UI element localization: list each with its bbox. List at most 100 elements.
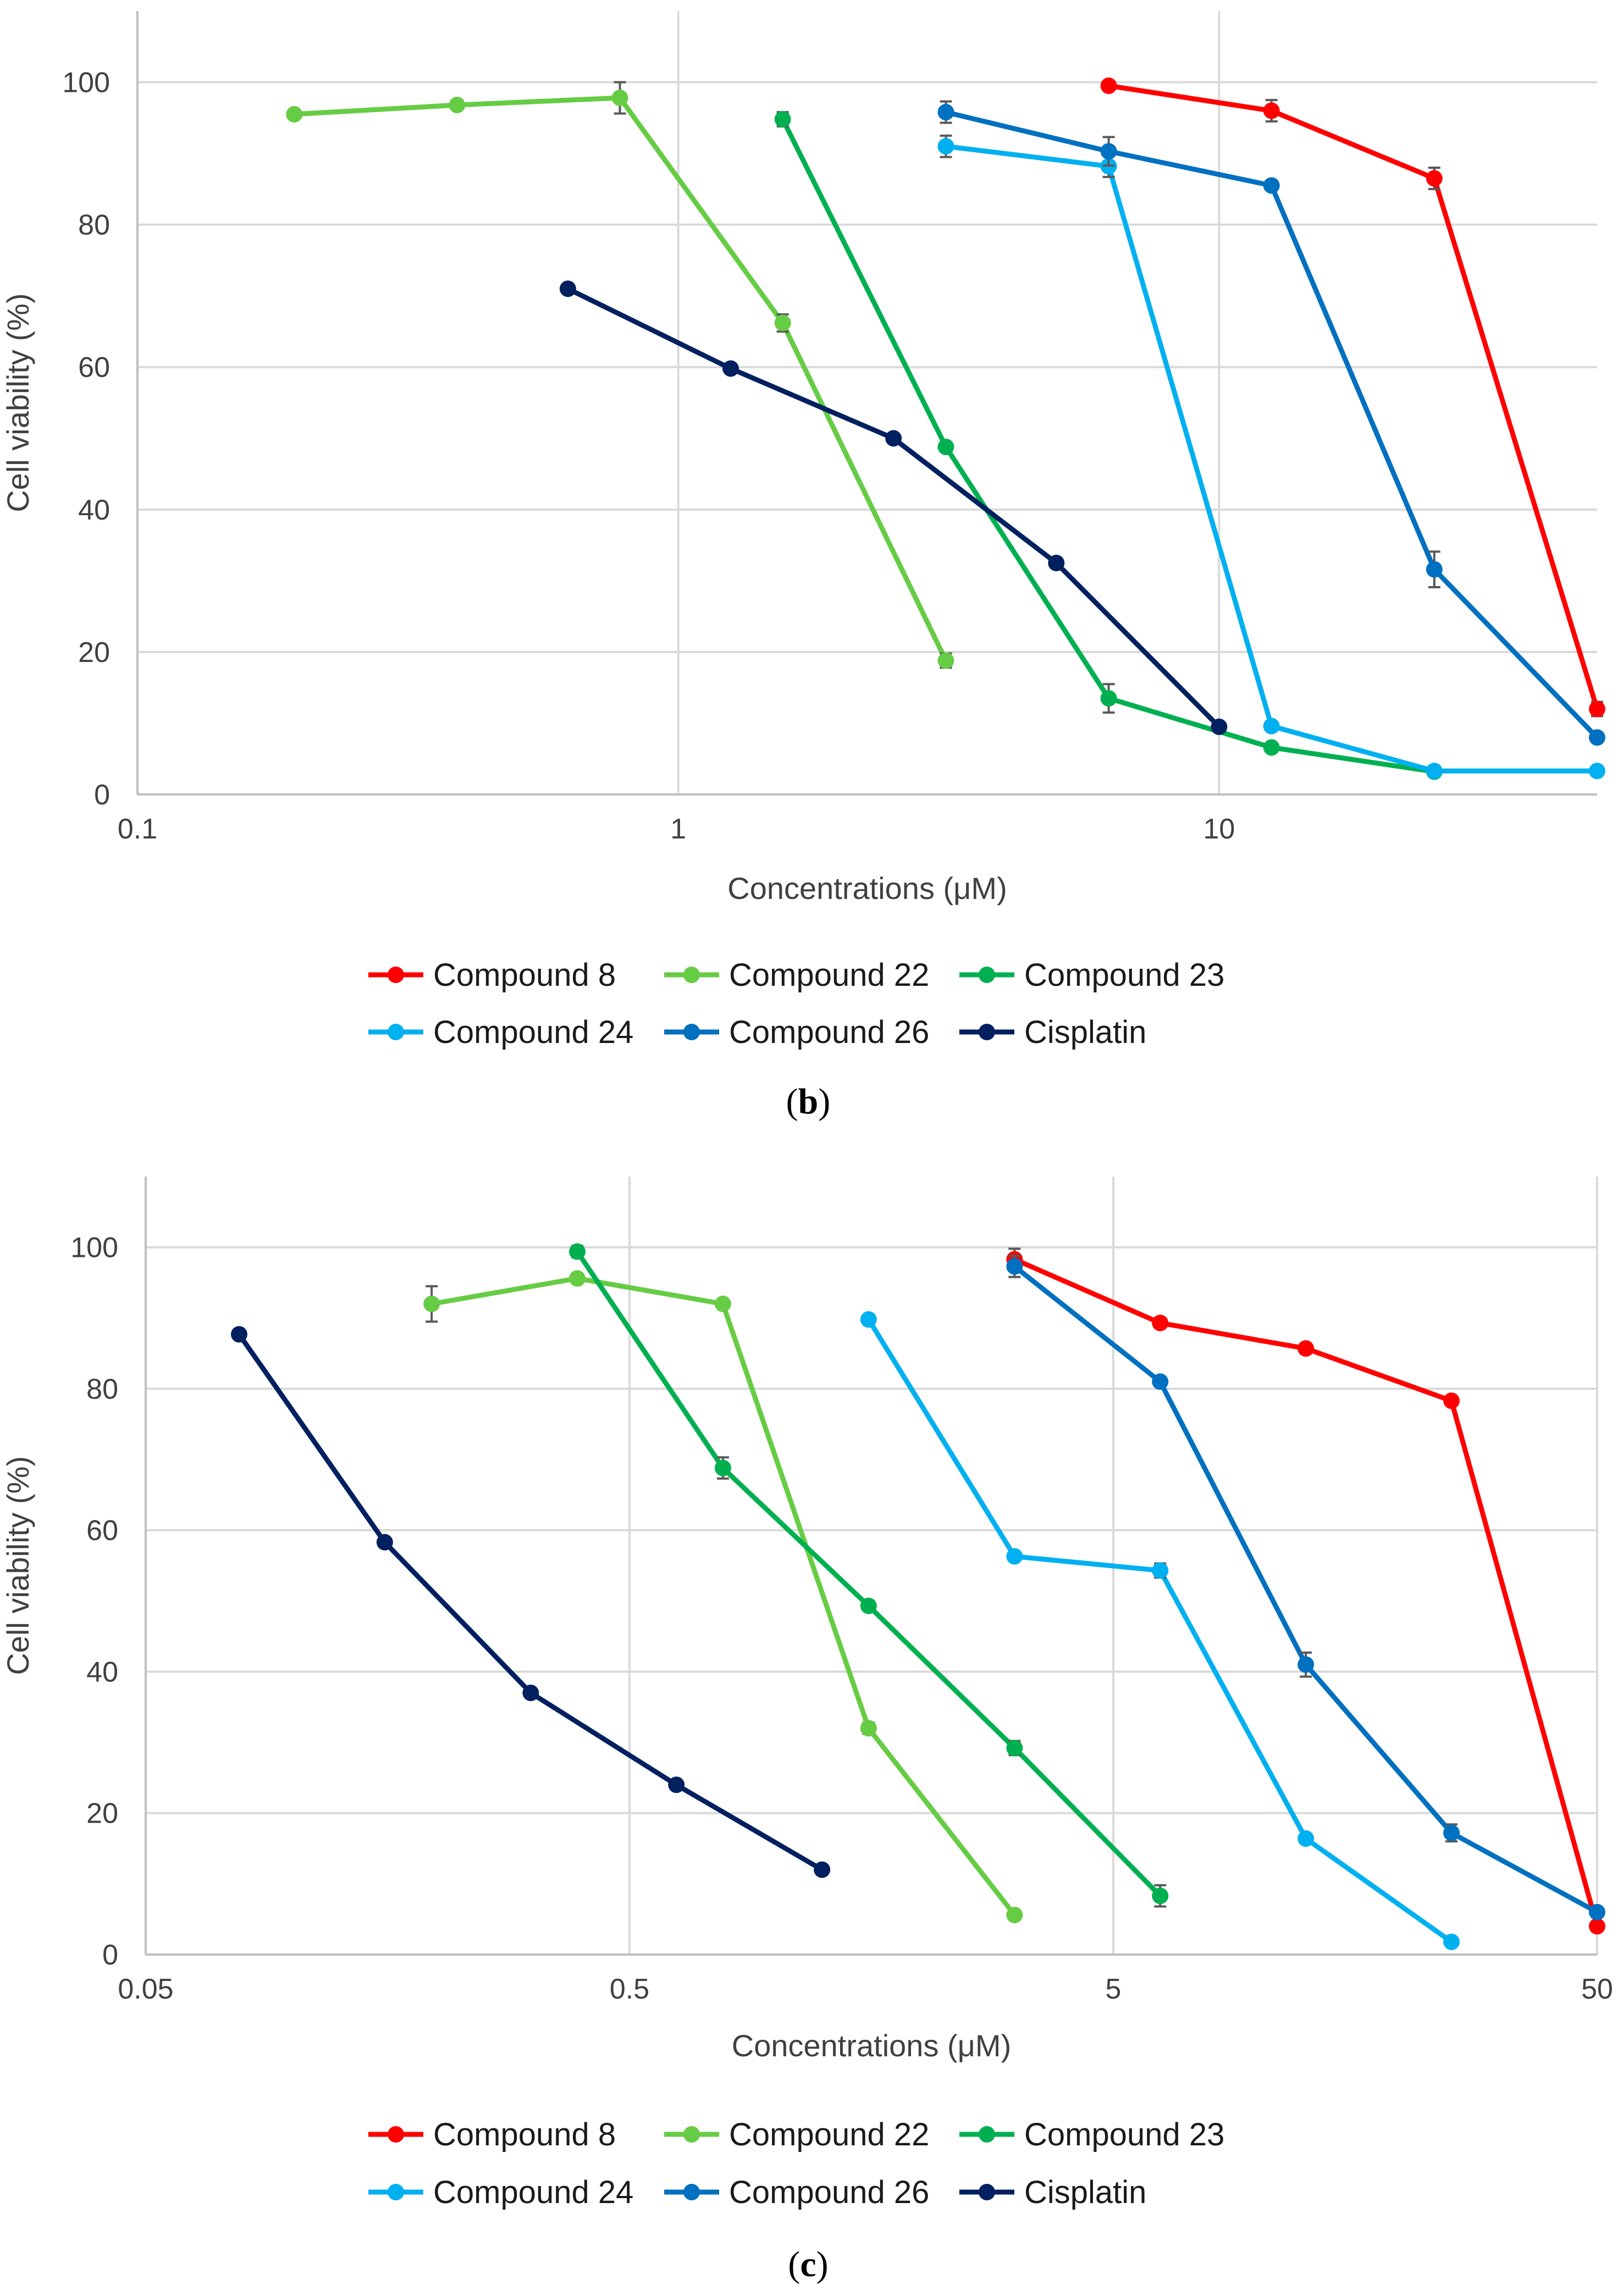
legend-marker xyxy=(979,1024,995,1040)
y-tick-label: 20 xyxy=(86,1798,118,1830)
series-line xyxy=(565,286,1222,730)
series-compound-22 xyxy=(423,1270,1023,1923)
data-point xyxy=(1426,170,1443,187)
data-point xyxy=(1443,1933,1460,1950)
data-point xyxy=(1048,554,1065,571)
data-point xyxy=(814,1861,831,1878)
legend-item: Cisplatin xyxy=(959,1014,1146,1050)
data-point xyxy=(937,652,954,669)
legend-marker xyxy=(388,1024,404,1040)
legend-item: Cisplatin xyxy=(959,2174,1146,2210)
legend-label: Compound 8 xyxy=(433,957,616,993)
legend-label: Cisplatin xyxy=(1024,2174,1146,2210)
data-point xyxy=(1297,1340,1315,1357)
data-point xyxy=(1443,1824,1460,1841)
legend-label: Compound 26 xyxy=(729,1014,929,1050)
data-point xyxy=(611,90,628,107)
data-point xyxy=(937,103,954,120)
series-line xyxy=(1012,1257,1600,1929)
x-tick-label: 0.1 xyxy=(118,813,157,845)
series-line xyxy=(943,109,1600,740)
data-point xyxy=(376,1534,393,1551)
y-tick-label: 60 xyxy=(86,1515,118,1547)
data-point xyxy=(722,360,739,377)
series-compound-23 xyxy=(569,1243,1169,1908)
y-axis-title: Cell viability (%) xyxy=(1,293,35,512)
panel-caption: (c) xyxy=(788,2244,828,2284)
data-point xyxy=(423,1295,440,1312)
data-point xyxy=(1152,1373,1169,1390)
y-tick-label: 0 xyxy=(102,1939,118,1971)
data-point xyxy=(1006,1906,1023,1923)
legend-label: Compound 22 xyxy=(729,2117,929,2152)
legend-item: Compound 22 xyxy=(664,957,929,993)
data-point xyxy=(774,314,791,332)
data-point xyxy=(1263,739,1280,756)
data-point xyxy=(1263,102,1280,119)
legend-item: Compound 8 xyxy=(368,2117,616,2152)
legend-marker xyxy=(683,1024,700,1040)
x-axis-title: Concentrations (μM) xyxy=(732,2028,1011,2063)
legend-label: Compound 22 xyxy=(729,957,929,993)
data-point xyxy=(714,1295,731,1312)
series-line xyxy=(943,144,1600,774)
legend-marker xyxy=(683,2126,700,2143)
legend-label: Compound 23 xyxy=(1024,957,1224,993)
legend-marker xyxy=(388,967,404,983)
y-tick-label: 0 xyxy=(94,779,110,811)
legend-label: Compound 23 xyxy=(1024,2117,1224,2152)
data-point xyxy=(1297,1830,1315,1847)
data-point xyxy=(1426,763,1443,780)
legend-item: Compound 26 xyxy=(664,1014,929,1050)
y-tick-label: 40 xyxy=(78,494,110,526)
data-point xyxy=(1006,1740,1023,1757)
chart-panel-b: 0 20 40 60 80 100 0.1 1 10 Concentrations (μM) Cel… xyxy=(1,11,1605,1122)
data-point xyxy=(1426,561,1443,578)
series-compound-24 xyxy=(937,134,1605,780)
data-point xyxy=(860,1311,877,1328)
legend-item: Compound 24 xyxy=(368,1014,633,1050)
data-point xyxy=(230,1326,247,1343)
data-point xyxy=(1589,729,1605,746)
x-tick-label: 10 xyxy=(1203,813,1235,845)
series-line xyxy=(1012,1263,1600,1915)
data-point xyxy=(1211,718,1228,735)
x-tick-label: 0.05 xyxy=(118,1973,173,2005)
series-line xyxy=(866,1317,1454,1945)
series-compound-8 xyxy=(1006,1248,1605,1935)
data-point xyxy=(559,280,576,297)
data-point xyxy=(1100,78,1117,95)
y-tick-label: 80 xyxy=(78,209,110,241)
data-point xyxy=(860,1597,877,1614)
series-line xyxy=(575,1249,1163,1898)
data-point xyxy=(522,1685,539,1702)
legend-label: Cisplatin xyxy=(1024,1014,1146,1050)
chart-panel-c: 0 20 40 60 80 100 0.05 0.5 5 50 Concentrations (μM… xyxy=(1,1177,1613,2284)
data-point xyxy=(714,1459,731,1476)
series-line xyxy=(429,1276,1017,1918)
series-compound-22 xyxy=(286,81,954,669)
data-point xyxy=(1152,1315,1169,1332)
data-point xyxy=(1589,700,1605,718)
series-line xyxy=(236,1332,825,1873)
data-point xyxy=(937,138,954,155)
data-point xyxy=(1443,1392,1460,1409)
series-line xyxy=(291,95,948,663)
panel-caption-letter: b xyxy=(798,1081,819,1122)
y-axis-title: Cell viability (%) xyxy=(1,1456,35,1675)
legend-label: Compound 8 xyxy=(433,2117,616,2152)
data-point xyxy=(860,1720,877,1737)
legend-item: Compound 23 xyxy=(959,2117,1224,2152)
x-axis-title: Concentrations (μM) xyxy=(727,871,1007,906)
series-compound-26 xyxy=(1006,1255,1605,1920)
series-compound-23 xyxy=(774,111,1443,780)
legend-marker xyxy=(388,2184,404,2200)
x-tick-label: 50 xyxy=(1581,1973,1613,2005)
data-point xyxy=(1152,1562,1169,1579)
legend-item: Compound 8 xyxy=(368,957,616,993)
legend-item: Compound 22 xyxy=(664,2117,929,2152)
data-point xyxy=(1589,763,1605,780)
series-line xyxy=(1106,83,1600,711)
legend-label: Compound 24 xyxy=(433,2174,633,2210)
series-compound-8 xyxy=(1100,78,1605,718)
